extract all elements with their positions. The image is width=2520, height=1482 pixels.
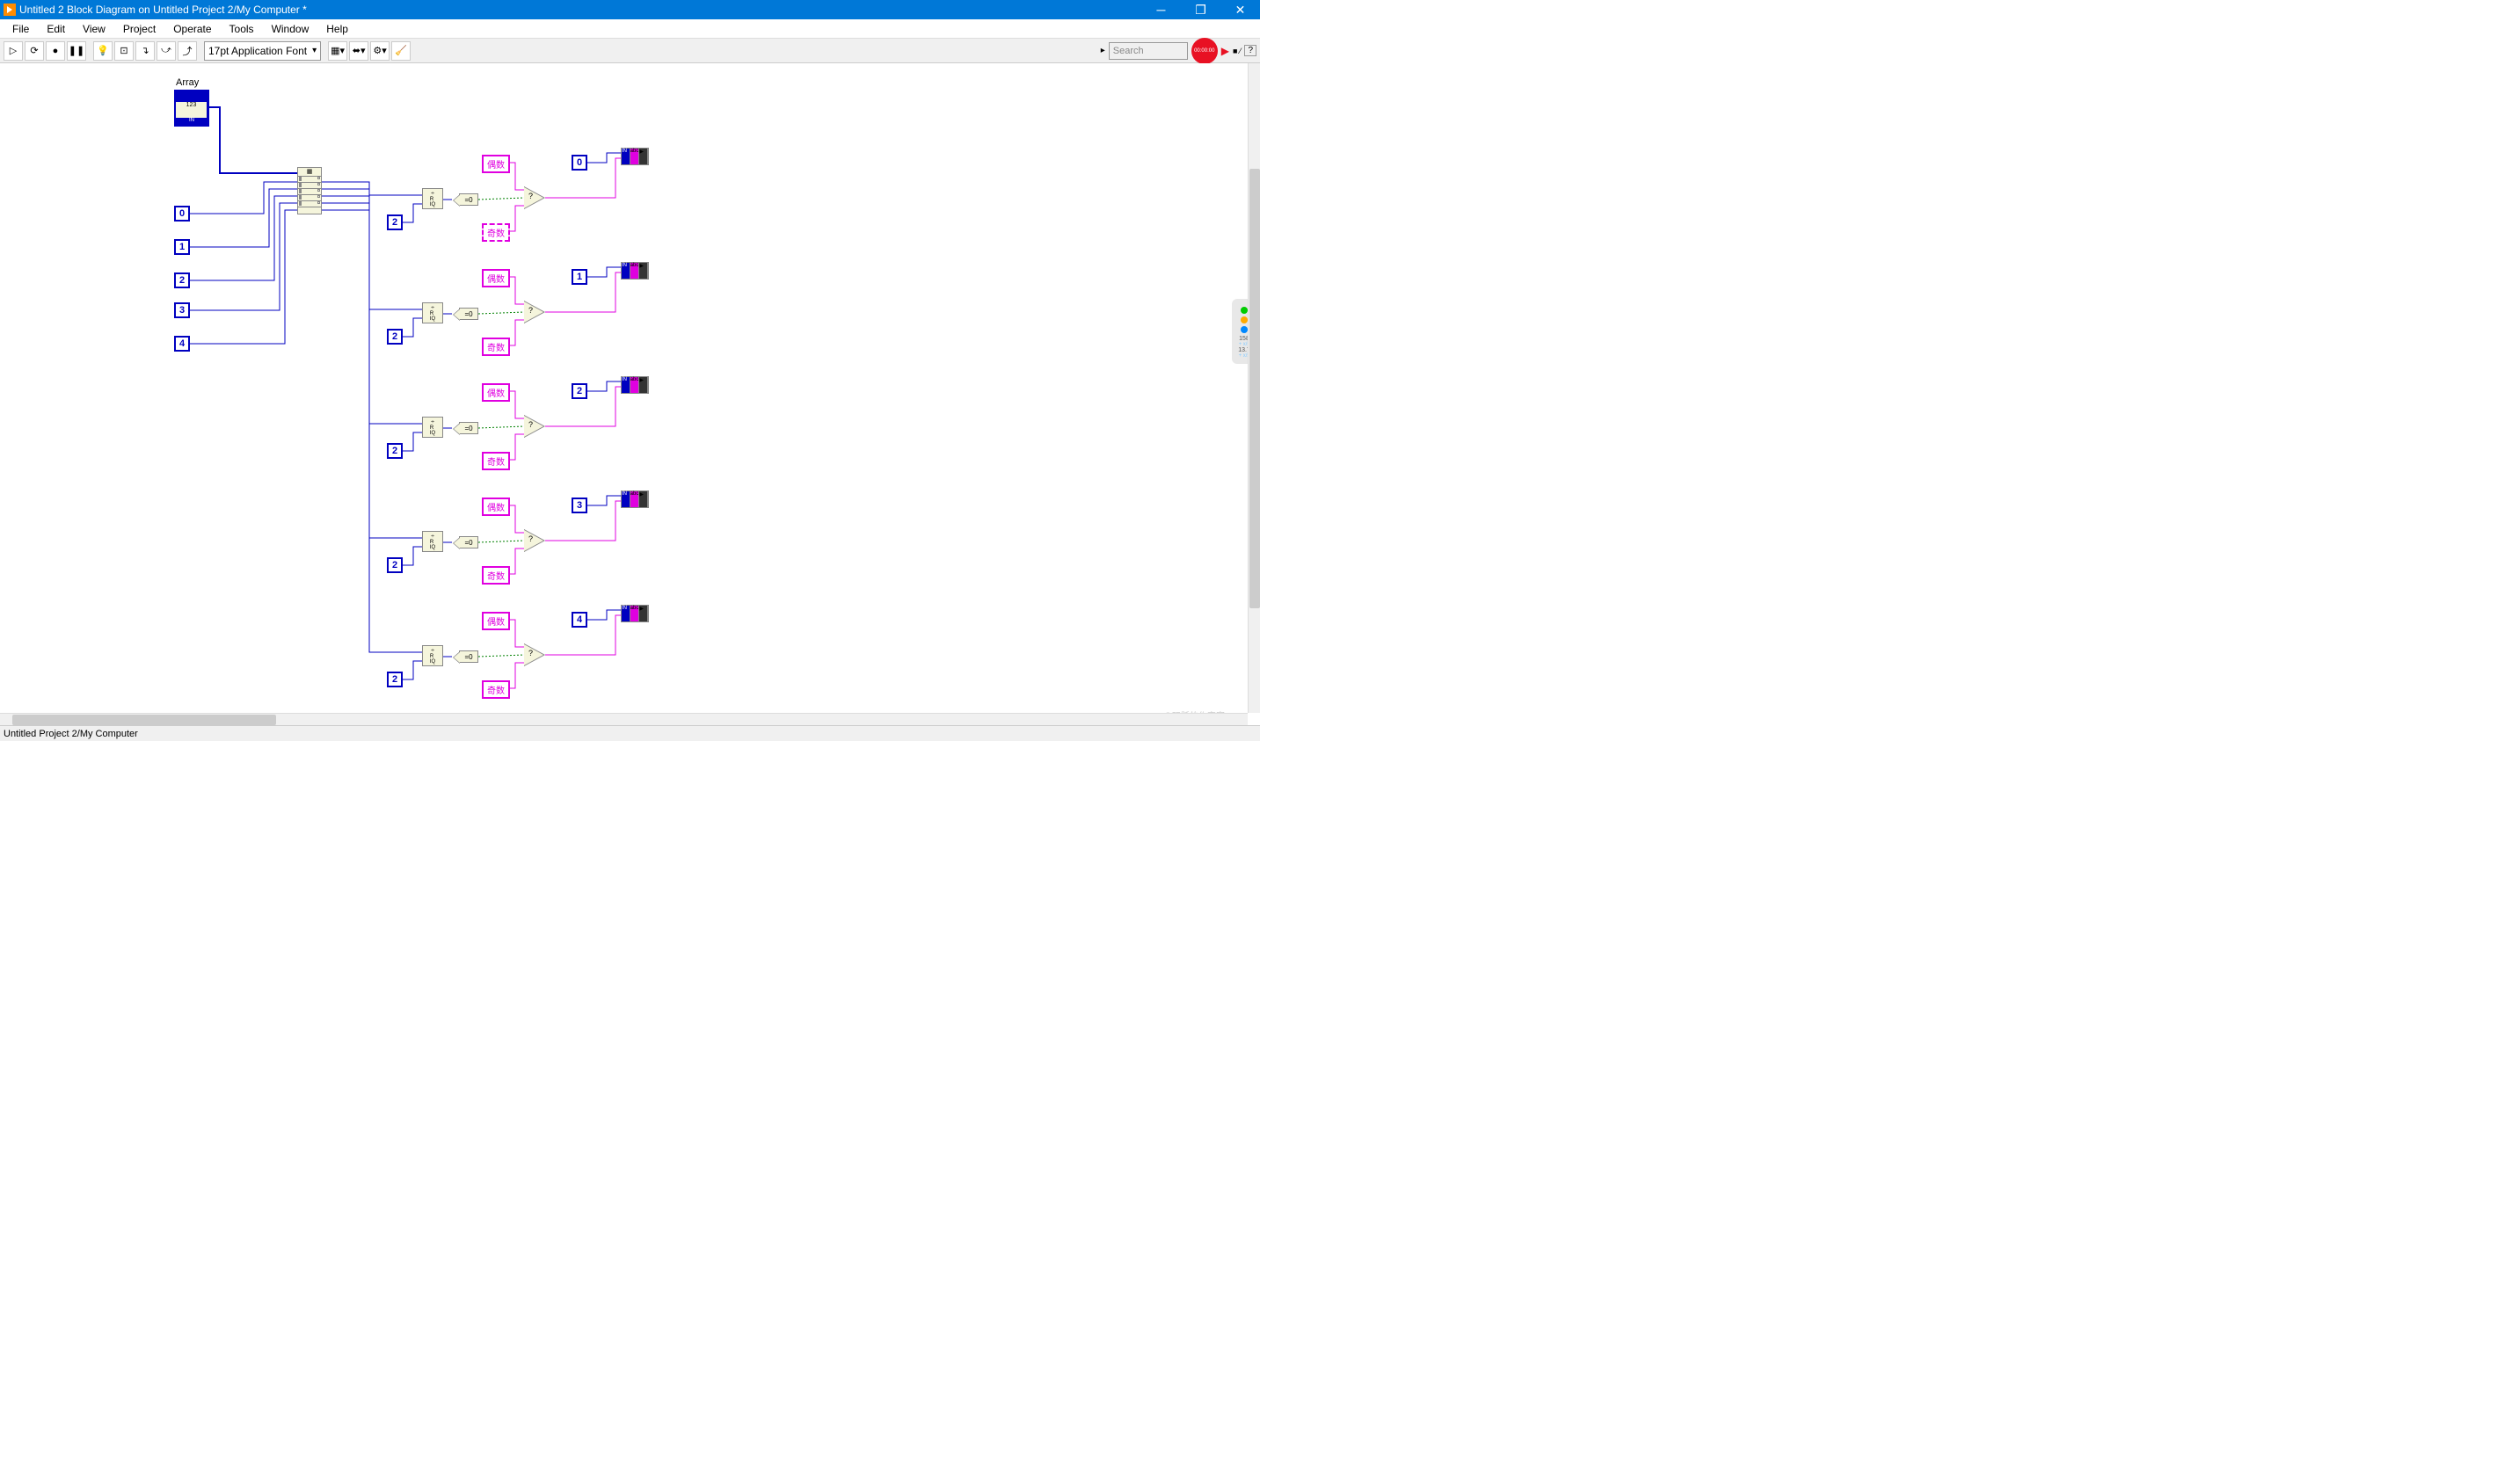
step-over-button[interactable]: ⤻	[157, 41, 176, 61]
quotient-remainder-node-3[interactable]: ÷ RIQ	[422, 531, 443, 552]
step-into-button[interactable]: ↴	[135, 41, 155, 61]
const-divisor-0[interactable]: 2	[387, 214, 403, 230]
play-red-icon[interactable]: ▶	[1221, 45, 1229, 57]
str-even-0[interactable]: 偶数	[482, 155, 510, 173]
const-ind-idx-2[interactable]: 2	[572, 383, 587, 399]
window-title: Untitled 2 Block Diagram on Untitled Pro…	[19, 4, 1141, 16]
step-out-button[interactable]: ⤴	[178, 41, 197, 61]
quotient-remainder-node-2[interactable]: ÷ RIQ	[422, 417, 443, 438]
equals-zero-node-2[interactable]: =0	[459, 422, 478, 434]
menu-help[interactable]: Help	[317, 21, 357, 37]
run-button[interactable]: ▷	[4, 41, 23, 61]
equals-zero-node-4[interactable]: =0	[459, 650, 478, 663]
menu-project[interactable]: Project	[114, 21, 164, 37]
minimize-button[interactable]: ─	[1141, 0, 1181, 19]
help-icon[interactable]: ?	[1244, 45, 1256, 56]
vertical-scrollbar[interactable]	[1248, 63, 1260, 713]
perf-dot-blue	[1241, 326, 1248, 333]
quotient-remainder-node-1[interactable]: ÷ RIQ	[422, 302, 443, 323]
equals-zero-node-3[interactable]: =0	[459, 536, 478, 548]
quotient-remainder-node-0[interactable]: ÷ RIQ	[422, 188, 443, 209]
distribute-button[interactable]: ⬌▾	[349, 41, 368, 61]
horizontal-scrollbar[interactable]	[0, 713, 1248, 725]
menu-tools[interactable]: Tools	[221, 21, 263, 37]
str-odd-1[interactable]: 奇数	[482, 338, 510, 356]
str-even-3[interactable]: 偶数	[482, 498, 510, 516]
indicator-node-2[interactable]: INabc▶	[621, 376, 649, 394]
menu-window[interactable]: Window	[263, 21, 318, 37]
select-node-0[interactable]: ?	[524, 186, 549, 209]
const-divisor-1[interactable]: 2	[387, 329, 403, 345]
highlight-button[interactable]: 💡	[93, 41, 113, 61]
reorder-button[interactable]: ⚙▾	[370, 41, 390, 61]
cleanup-button[interactable]: 🧹	[391, 41, 411, 61]
menu-file[interactable]: File	[4, 21, 38, 37]
run-cont-button[interactable]: ⟳	[25, 41, 44, 61]
menu-bar: File Edit View Project Operate Tools Win…	[0, 19, 1260, 39]
const-divisor-3[interactable]: 2	[387, 557, 403, 573]
status-path: Untitled Project 2/My Computer	[4, 729, 138, 739]
menu-edit[interactable]: Edit	[38, 21, 74, 37]
str-odd-3[interactable]: 奇数	[482, 566, 510, 585]
close-button[interactable]: ✕	[1220, 0, 1260, 19]
quotient-remainder-node-4[interactable]: ÷ RIQ	[422, 645, 443, 666]
menu-view[interactable]: View	[74, 21, 114, 37]
status-bar: Untitled Project 2/My Computer	[0, 725, 1260, 741]
str-odd-0[interactable]: 奇数	[482, 223, 510, 242]
toolbar: ▷ ⟳ ● ❚❚ 💡 ⊡ ↴ ⤻ ⤴ 17pt Application Font…	[0, 39, 1260, 63]
perf-dot-orange	[1241, 316, 1248, 323]
indicator-node-3[interactable]: INabc▶	[621, 490, 649, 508]
block-diagram-canvas[interactable]: Array 123 IN ▦ 0 1 2 3 4 2÷ RIQ=0偶数奇数?0I…	[0, 63, 1260, 731]
const-ind-idx-1[interactable]: 1	[572, 269, 587, 285]
pause-button[interactable]: ❚❚	[67, 41, 86, 61]
align-button[interactable]: ▦▾	[328, 41, 347, 61]
str-even-1[interactable]: 偶数	[482, 269, 510, 287]
indicator-node-1[interactable]: INabc▶	[621, 262, 649, 280]
const-ind-idx-4[interactable]: 4	[572, 612, 587, 628]
const-ind-idx-3[interactable]: 3	[572, 498, 587, 513]
str-odd-4[interactable]: 奇数	[482, 680, 510, 699]
str-odd-2[interactable]: 奇数	[482, 452, 510, 470]
abort-button[interactable]: ●	[46, 41, 65, 61]
const-divisor-2[interactable]: 2	[387, 443, 403, 459]
record-badge[interactable]: 00:00:00	[1191, 38, 1218, 64]
perf-dot-green	[1241, 307, 1248, 314]
indicator-node-4[interactable]: INabc▶	[621, 605, 649, 622]
stop-small-icon[interactable]: ■ ⁄	[1233, 47, 1241, 55]
font-selector[interactable]: 17pt Application Font	[204, 41, 321, 61]
context-arrow-icon: ▸	[1101, 46, 1105, 55]
select-node-1[interactable]: ?	[524, 301, 549, 323]
retain-button[interactable]: ⊡	[114, 41, 134, 61]
select-node-2[interactable]: ?	[524, 415, 549, 438]
run-arrow-icon	[4, 4, 16, 16]
equals-zero-node-1[interactable]: =0	[459, 308, 478, 320]
window-titlebar: Untitled 2 Block Diagram on Untitled Pro…	[0, 0, 1260, 19]
select-node-3[interactable]: ?	[524, 529, 549, 552]
const-divisor-4[interactable]: 2	[387, 672, 403, 687]
select-node-4[interactable]: ?	[524, 643, 549, 666]
menu-operate[interactable]: Operate	[164, 21, 220, 37]
const-ind-idx-0[interactable]: 0	[572, 155, 587, 171]
str-even-4[interactable]: 偶数	[482, 612, 510, 630]
indicator-node-0[interactable]: INabc▶	[621, 148, 649, 165]
maximize-button[interactable]: ❐	[1181, 0, 1220, 19]
str-even-2[interactable]: 偶数	[482, 383, 510, 402]
search-input[interactable]: Search	[1109, 42, 1188, 60]
equals-zero-node-0[interactable]: =0	[459, 193, 478, 206]
